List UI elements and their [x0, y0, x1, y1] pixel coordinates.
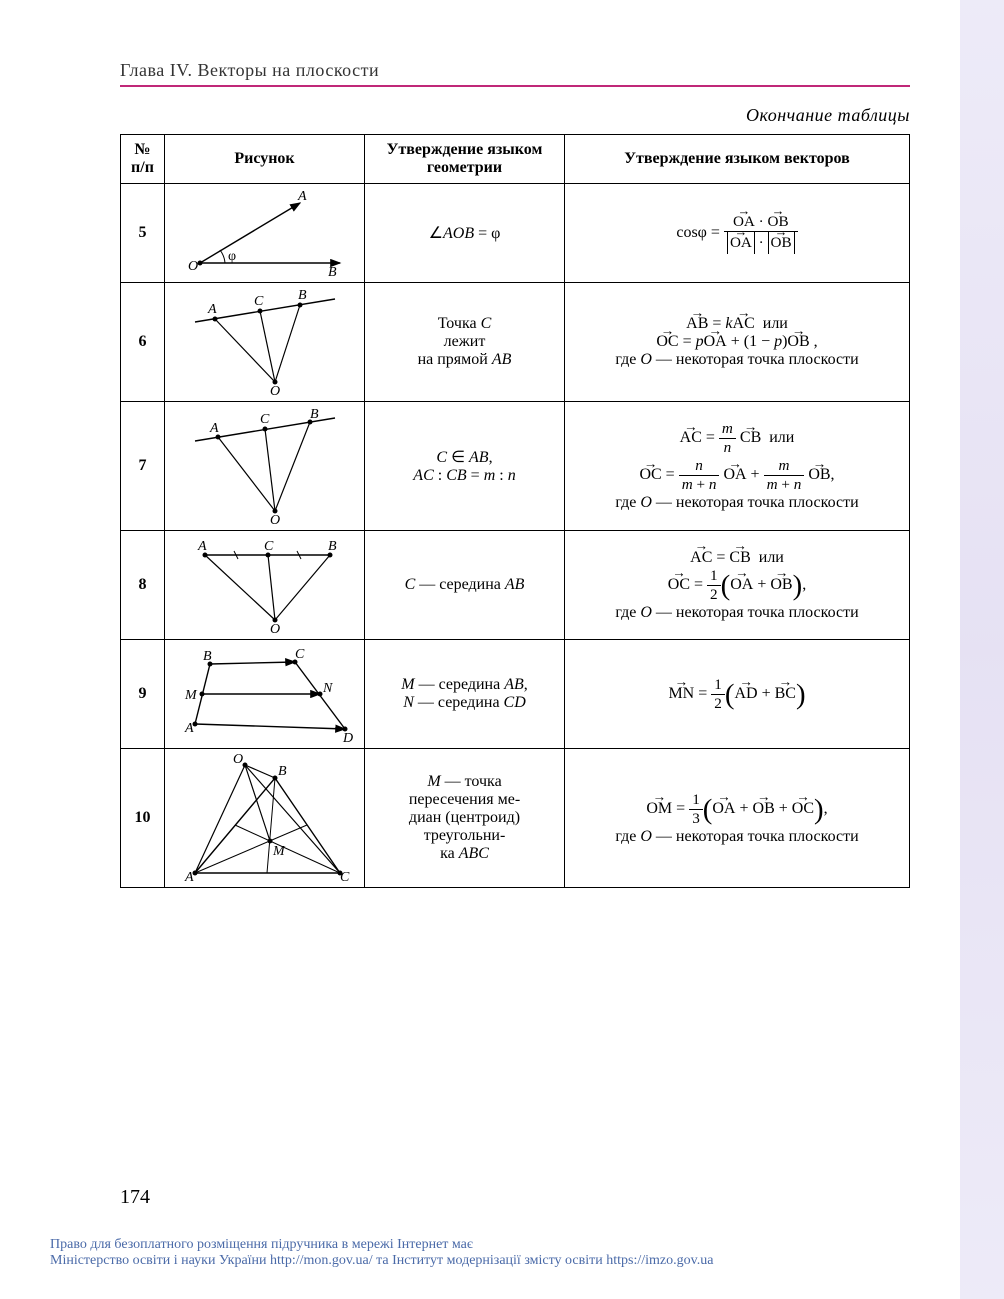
row-figure: A C B O [165, 531, 365, 640]
row-vector-statement: AC = mn CB илиOC = nm + n OA + mm + n OB… [565, 402, 910, 531]
svg-text:O: O [270, 513, 280, 526]
table-row: 7 A C B O C ∈ AB,AC : CB = m : nAC = mn CB ил… [121, 402, 910, 531]
svg-text:O: O [233, 753, 243, 767]
table-row: 5 O A Bφ ∠AOB = φcosφ = OA · OBOA · OB [121, 184, 910, 283]
table-header-row: № п/п Рисунок Утверждение языком геометр… [121, 135, 910, 184]
row-geometry-statement: C — середина AB [365, 531, 565, 640]
row-vector-statement: MN = 12(AD + BC) [565, 640, 910, 749]
svg-text:A: A [184, 721, 194, 736]
row-num: 8 [121, 531, 165, 640]
svg-text:A: A [297, 189, 307, 204]
footer-link-imzo[interactable]: https://imzo.gov.ua [606, 1253, 713, 1268]
header-vec: Утверждение языком векторов [565, 135, 910, 184]
svg-text:O: O [188, 259, 198, 274]
footer-line1: Право для безоплатного розміщення підруч… [50, 1237, 473, 1252]
svg-text:M: M [272, 844, 286, 859]
header-figure: Рисунок [165, 135, 365, 184]
svg-text:φ: φ [228, 249, 236, 264]
footer: Право для безоплатного розміщення підруч… [50, 1237, 713, 1269]
row-geometry-statement: M — середина AB,N — середина CD [365, 640, 565, 749]
footer-mid: та Інститут модернізації змісту освіти [376, 1253, 606, 1268]
table-row: 10 A B C M O M — точкапересечения ме-диан (цен… [121, 749, 910, 888]
row-figure: O A Bφ [165, 184, 365, 283]
row-vector-statement: OM = 13(OA + OB + OC),где O — некоторая … [565, 749, 910, 888]
row-num: 5 [121, 184, 165, 283]
header-num: № п/п [121, 135, 165, 184]
svg-text:A: A [209, 421, 219, 436]
svg-text:C: C [260, 412, 270, 427]
svg-text:B: B [328, 539, 337, 554]
header-geom: Утверждение языком геометрии [365, 135, 565, 184]
table-row: 9 A B C D M N M — середина AB,N — середина CDMN… [121, 640, 910, 749]
table-body: 5 O A Bφ ∠AOB = φcosφ = OA · OBOA · OB 6 A C B O Т… [121, 184, 910, 888]
chapter-title: Глава IV. Векторы на плоскости [120, 60, 910, 81]
svg-text:C: C [264, 539, 274, 554]
row-num: 10 [121, 749, 165, 888]
table-row: 6 A C B O Точка Cлежитна прямой ABAB = kAC ил… [121, 283, 910, 402]
svg-text:B: B [310, 407, 319, 422]
svg-text:D: D [342, 731, 353, 744]
row-num: 6 [121, 283, 165, 402]
svg-text:A: A [207, 302, 217, 317]
row-geometry-statement: ∠AOB = φ [365, 184, 565, 283]
horizontal-rule [120, 85, 910, 87]
svg-text:C: C [340, 870, 350, 883]
svg-text:C: C [295, 647, 305, 662]
row-num: 7 [121, 402, 165, 531]
svg-text:N: N [322, 681, 333, 696]
row-vector-statement: cosφ = OA · OBOA · OB [565, 184, 910, 283]
row-geometry-statement: M — точкапересечения ме-диан (центроид)т… [365, 749, 565, 888]
row-num: 9 [121, 640, 165, 749]
row-figure: A C B O [165, 402, 365, 531]
decorative-sidebar [960, 0, 1004, 1299]
svg-text:C: C [254, 294, 264, 309]
svg-text:A: A [184, 870, 194, 883]
row-figure: A B C M O [165, 749, 365, 888]
row-geometry-statement: Точка Cлежитна прямой AB [365, 283, 565, 402]
table-row: 8 A C B O C — середина ABAC = CB илиOC = 12(O… [121, 531, 910, 640]
svg-text:O: O [270, 384, 280, 397]
footer-line2-pre: Міністерство освіти і науки України [50, 1253, 270, 1268]
footer-link-mon[interactable]: http://mon.gov.ua/ [270, 1253, 373, 1268]
svg-text:M: M [184, 688, 198, 703]
textbook-page: Глава IV. Векторы на плоскости Окончание… [0, 0, 960, 1299]
svg-text:B: B [298, 288, 307, 303]
row-figure: A B C D M N [165, 640, 365, 749]
row-vector-statement: AB = kAC илиOC = pOA + (1 − p)OB ,где O … [565, 283, 910, 402]
row-geometry-statement: C ∈ AB,AC : CB = m : n [365, 402, 565, 531]
continuation-label: Окончание таблицы [120, 105, 910, 126]
svg-text:O: O [270, 622, 280, 635]
svg-text:B: B [278, 764, 287, 779]
svg-text:B: B [203, 649, 212, 664]
vectors-table: № п/п Рисунок Утверждение языком геометр… [120, 134, 910, 888]
svg-text:A: A [197, 539, 207, 554]
svg-text:B: B [328, 265, 337, 278]
row-figure: A C B O [165, 283, 365, 402]
row-vector-statement: AC = CB илиOC = 12(OA + OB),где O — неко… [565, 531, 910, 640]
page-number: 174 [120, 1186, 150, 1209]
